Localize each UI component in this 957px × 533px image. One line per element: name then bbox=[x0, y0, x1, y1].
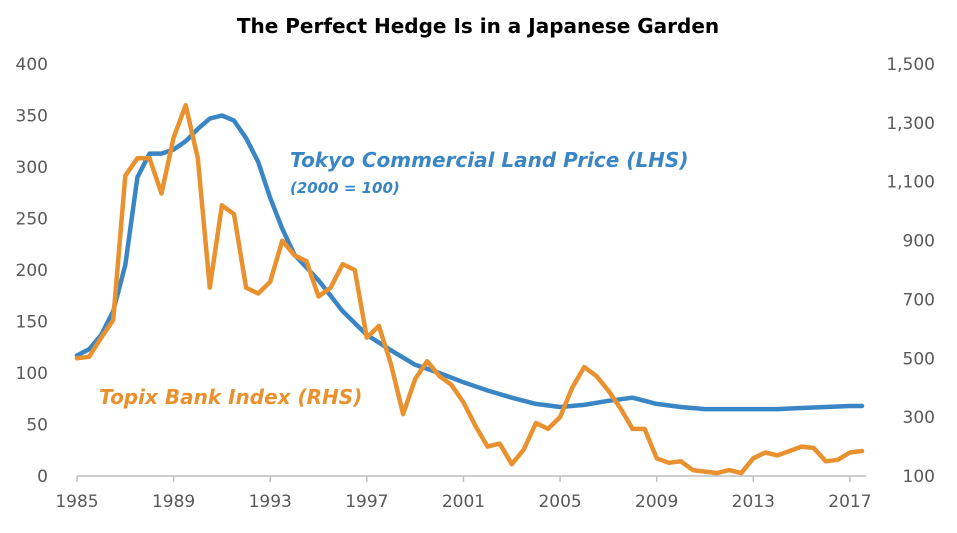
x-axis-tick-label: 2013 bbox=[732, 492, 775, 512]
x-axis-tick-label: 2005 bbox=[538, 492, 581, 512]
land-price-series-note: (2000 = 100) bbox=[290, 179, 400, 197]
right-axis-tick-label: 700 bbox=[903, 290, 935, 310]
x-axis-tick-label: 2017 bbox=[828, 492, 871, 512]
left-axis-tick-label: 200 bbox=[16, 261, 48, 281]
right-axis-tick-label: 1,300 bbox=[886, 114, 935, 134]
left-axis-tick-label: 400 bbox=[16, 55, 48, 75]
left-axis-tick-label: 250 bbox=[16, 210, 48, 230]
series-layer bbox=[74, 102, 865, 476]
right-axis-tick-label: 500 bbox=[903, 349, 935, 369]
x-axis: 1985 1989 1993 1997 2001 2005 2009 2013 2017 bbox=[55, 475, 872, 512]
right-axis-tick-label: 300 bbox=[903, 408, 935, 428]
x-axis-tick-label: 1993 bbox=[249, 492, 292, 512]
right-axis-tick-label: 100 bbox=[903, 467, 935, 487]
right-axis-tick-label: 1,100 bbox=[886, 173, 935, 193]
chart-title: The Perfect Hedge Is in a Japanese Garde… bbox=[237, 14, 719, 38]
bank-index-series-line bbox=[74, 102, 865, 476]
left-axis-tick-label: 300 bbox=[16, 158, 48, 178]
left-axis-tick-label: 0 bbox=[37, 467, 48, 487]
right-axis-tick-labels: 100 300 500 700 900 1,100 1,300 1,500 bbox=[886, 55, 935, 487]
left-axis-tick-label: 150 bbox=[16, 313, 48, 333]
x-axis-tick-label: 2009 bbox=[635, 492, 678, 512]
left-axis-tick-labels: 0 50 100 150 200 250 300 350 400 bbox=[16, 55, 48, 487]
x-axis-tick-label: 1989 bbox=[152, 492, 195, 512]
left-axis-tick-label: 350 bbox=[16, 107, 48, 127]
bank-index-series-label: Topix Bank Index (RHS) bbox=[99, 385, 362, 409]
right-axis-tick-label: 1,500 bbox=[886, 55, 935, 75]
right-axis-tick-label: 900 bbox=[903, 232, 935, 252]
left-axis-tick-label: 100 bbox=[16, 364, 48, 384]
x-axis-tick-label: 1985 bbox=[55, 492, 98, 512]
x-axis-tick-label: 1997 bbox=[345, 492, 388, 512]
land-price-series-label: Tokyo Commercial Land Price (LHS) bbox=[290, 148, 688, 172]
left-axis-tick-label: 50 bbox=[26, 416, 48, 436]
x-axis-tick-label: 2001 bbox=[442, 492, 485, 512]
